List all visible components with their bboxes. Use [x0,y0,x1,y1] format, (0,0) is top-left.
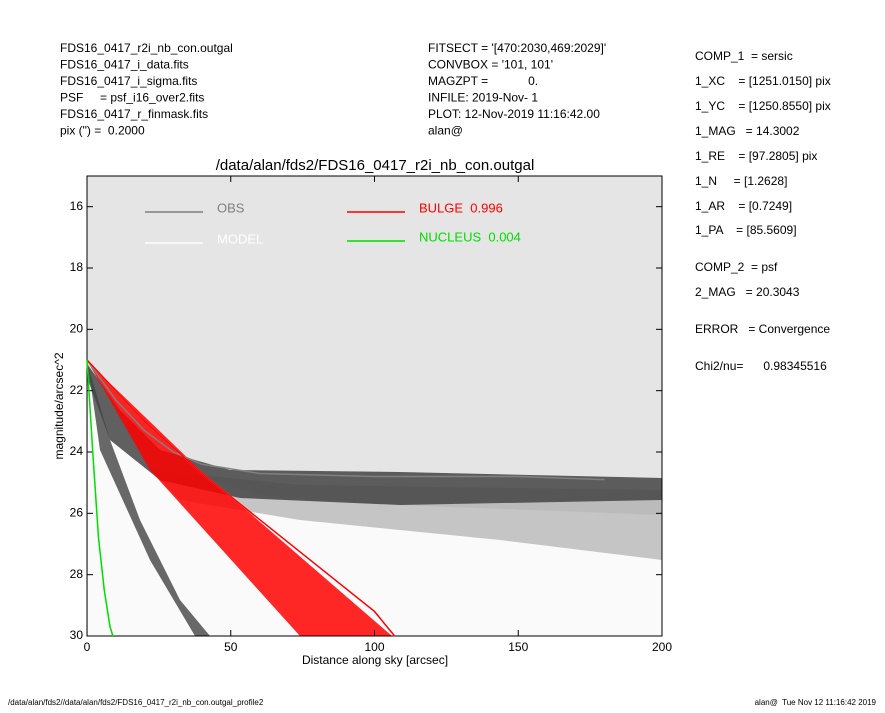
header-center-line: CONVBOX = '101, 101' [428,58,553,72]
header-left-line: FDS16_0417_i_sigma.fits [60,74,197,88]
y-tick-label: 16 [70,199,84,213]
y-tick-label: 18 [70,260,84,274]
header-left-line: FDS16_0417_r2i_nb_con.outgal [60,41,233,55]
series-line [86,359,396,637]
y-tick-label: 20 [70,322,84,336]
header-center-line: MAGZPT = 0. [428,74,538,88]
fit-parameter: 1_AR = [0.7249] [695,199,792,213]
fit-parameter: 1_RE = [97.2805] pix [695,149,817,163]
fit-parameter: ERROR = Convergence [695,322,830,336]
x-tick-label: 150 [508,640,528,654]
legend-label: BULGE 0.996 [419,200,503,215]
header-left-line: PSF = psf_i16_over2.fits [60,91,204,105]
y-axis-label: magnitude/arcsec^2 [52,352,66,459]
fit-parameter: 1_PA = [85.5609] [695,223,797,237]
legend-label: MODEL [217,231,263,246]
footer-left: /data/alan/fds2//data/alan/fds2/FDS16_04… [8,698,264,707]
header-center-line: INFILE: 2019-Nov- 1 [428,91,538,105]
chart-title: /data/alan/fds2/FDS16_0417_r2i_nb_con.ou… [216,157,535,174]
x-tick-label: 0 [84,640,91,654]
fit-parameter: 1_YC = [1250.8550] pix [695,99,831,113]
header-center-line: FITSECT = '[470:2030,469:2029]' [428,41,606,55]
header-center-line: PLOT: 12-Nov-2019 11:16:42.00 [428,107,600,121]
x-tick-label: 200 [652,640,672,654]
header-left-line: FDS16_0417_i_data.fits [60,58,189,72]
x-axis-label: Distance along sky [arcsec] [302,653,448,667]
series-line [86,359,605,481]
fit-parameter: 2_MAG = 20.3043 [695,285,800,299]
footer-right: alan@ Tue Nov 12 11:16:42 2019 [755,698,877,707]
legend-label: OBS [217,200,245,215]
fit-parameter: 1_MAG = 14.3002 [695,124,800,138]
header-center-line: alan@ [428,124,463,138]
fit-parameter: COMP_2 = psf [695,260,778,274]
legend-label: NUCLEUS 0.004 [419,229,521,244]
fit-parameter: Chi2/nu= 0.98345516 [695,359,827,373]
y-tick-label: 26 [70,506,84,520]
header-left-line: FDS16_0417_r_finmask.fits [60,107,208,121]
y-tick-label: 30 [70,628,84,642]
x-tick-label: 100 [364,640,384,654]
x-tick-label: 50 [224,640,238,654]
fit-parameter: 1_N = [1.2628] [695,174,787,188]
y-tick-label: 28 [70,567,84,581]
y-tick-label: 24 [70,444,84,458]
fit-parameter: 1_XC = [1251.0150] pix [695,74,831,88]
series-line [86,359,114,637]
y-tick-label: 22 [70,383,84,397]
header-left-line: pix (") = 0.2000 [60,124,145,138]
scatter-cloud [88,370,662,636]
fit-parameter: COMP_1 = sersic [695,49,793,63]
